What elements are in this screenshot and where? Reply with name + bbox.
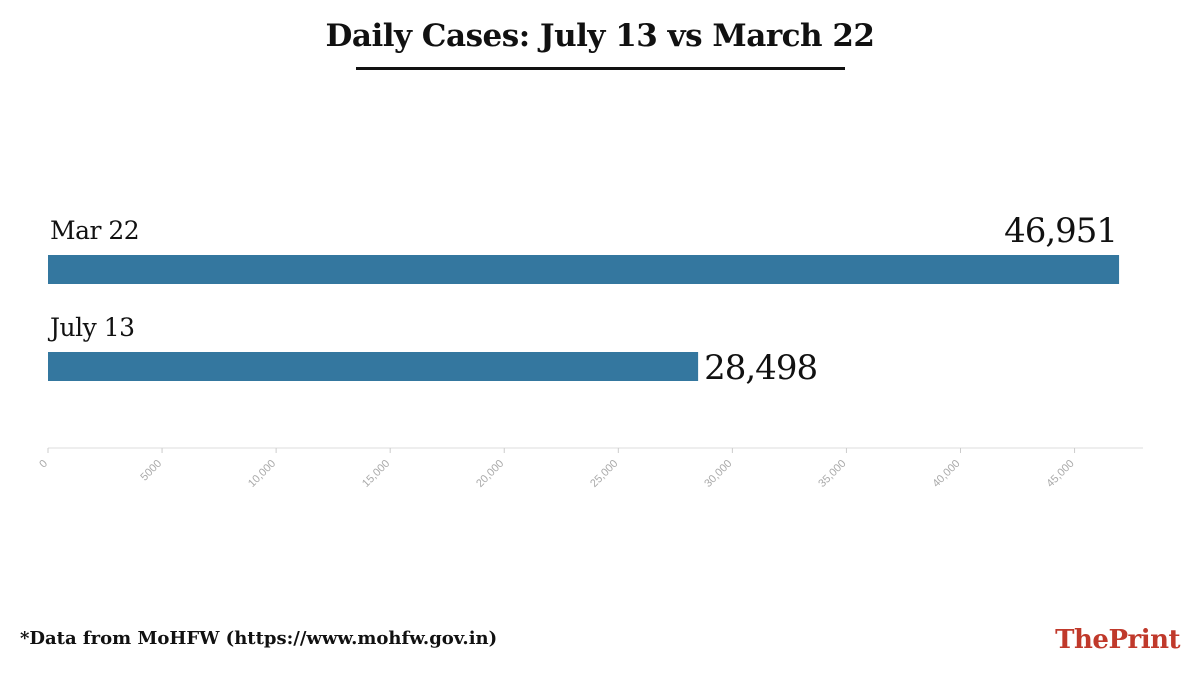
bar: [48, 352, 699, 381]
x-tick-label: 40,000: [930, 458, 962, 490]
category-label: July 13: [47, 313, 135, 342]
x-tick-label: 15,000: [360, 458, 392, 490]
x-tick-label: 45,000: [1044, 458, 1076, 490]
brand-print: Print: [1108, 625, 1180, 655]
title-underline: [356, 67, 845, 70]
chart-title: Daily Cases: July 13 vs March 22: [325, 18, 875, 54]
source-note: *Data from MoHFW (https://www.mohfw.gov.…: [20, 628, 498, 649]
data-label: 46,951: [1004, 211, 1117, 251]
x-tick-label: 25,000: [588, 458, 620, 490]
category-label: Mar 22: [50, 216, 139, 245]
x-tick-label: 0: [37, 458, 50, 471]
x-tick-label: 30,000: [702, 458, 734, 490]
bar: [48, 255, 1120, 284]
x-tick-label: 5000: [138, 458, 164, 484]
x-tick-label: 20,000: [474, 458, 506, 490]
x-tick-label: 10,000: [246, 458, 278, 490]
x-tick-label: 35,000: [816, 458, 848, 490]
brand-logo: ThePrint: [1055, 625, 1180, 655]
brand-the: The: [1055, 625, 1109, 655]
data-label: 28,498: [704, 348, 817, 388]
